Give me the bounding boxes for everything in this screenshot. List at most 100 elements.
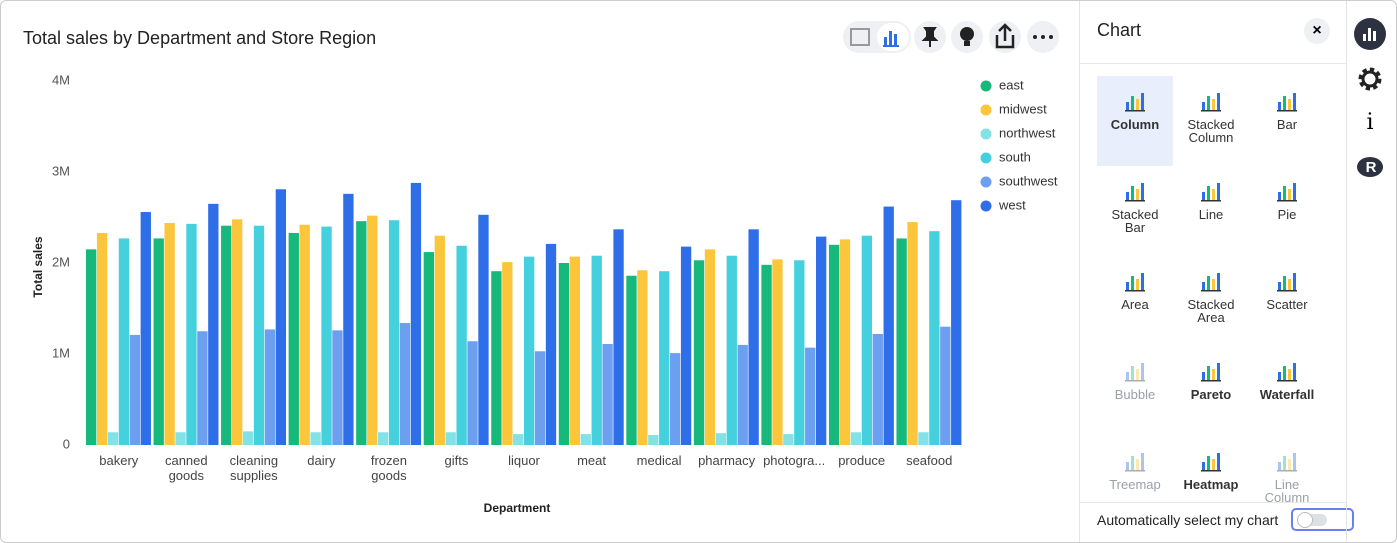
chart-type-option[interactable]: Pie bbox=[1249, 166, 1325, 256]
bar bbox=[242, 431, 254, 445]
y-tick-label: 2M bbox=[52, 254, 70, 269]
legend-label: east bbox=[999, 77, 1024, 92]
info-tab[interactable]: i bbox=[1366, 110, 1374, 135]
chart-type-option[interactable]: Line bbox=[1173, 166, 1249, 256]
icon-bar bbox=[1207, 96, 1210, 110]
chart-type-option[interactable]: Bubble bbox=[1097, 346, 1173, 436]
bar bbox=[513, 434, 524, 445]
bar bbox=[918, 432, 929, 445]
y-tick-label: 4M bbox=[52, 72, 70, 87]
chart-type-option[interactable]: Stacked Column bbox=[1173, 76, 1249, 166]
bar bbox=[456, 245, 467, 445]
x-tick-label: frozen goods bbox=[370, 453, 407, 483]
icon-bar bbox=[1212, 189, 1215, 200]
chart-type-label: Line Column bbox=[1264, 477, 1310, 502]
chart-type-icon bbox=[1277, 183, 1297, 202]
chart-type-icon bbox=[1201, 273, 1221, 292]
icon-bar bbox=[1141, 453, 1144, 470]
auto-select-label: Automatically select my chart bbox=[1097, 512, 1279, 528]
chart-type-icon bbox=[1125, 183, 1145, 202]
chart-type-icon bbox=[1277, 93, 1297, 112]
chart-type-label: Pie bbox=[1277, 207, 1297, 222]
chart-type-option[interactable]: Stacked Bar bbox=[1097, 166, 1173, 256]
icon-bar bbox=[1126, 282, 1129, 290]
bar bbox=[356, 221, 367, 445]
bar bbox=[670, 353, 681, 445]
icon-bar bbox=[1278, 192, 1281, 200]
legend-swatch bbox=[980, 152, 992, 164]
bar bbox=[602, 343, 613, 445]
bar bbox=[613, 229, 624, 445]
chart-type-icon bbox=[1125, 453, 1145, 472]
icon-bar bbox=[1293, 93, 1296, 110]
bar bbox=[253, 225, 265, 445]
icon-bar bbox=[1136, 99, 1139, 110]
icon-bar bbox=[1217, 453, 1220, 470]
x-tick-label: photogra... bbox=[763, 453, 826, 468]
icon-bar bbox=[1207, 186, 1210, 200]
bar bbox=[659, 271, 670, 445]
bar bbox=[872, 333, 883, 445]
icon-bar bbox=[1293, 453, 1296, 470]
icon-bar bbox=[1283, 456, 1286, 470]
legend-swatch bbox=[980, 128, 992, 140]
chart-type-option[interactable]: Treemap bbox=[1097, 436, 1173, 502]
icon-base bbox=[1201, 290, 1221, 292]
chart-type-option[interactable]: Line Column bbox=[1249, 436, 1325, 502]
bar bbox=[445, 432, 456, 445]
chart-type-option[interactable]: Pareto bbox=[1173, 346, 1249, 436]
legend-swatch bbox=[980, 200, 992, 212]
bar bbox=[118, 238, 130, 445]
bar bbox=[388, 220, 400, 445]
icon-bar bbox=[1126, 462, 1129, 470]
x-tick-label: canned goods bbox=[164, 453, 208, 483]
icon-bar bbox=[1212, 459, 1215, 470]
legend-swatch bbox=[980, 80, 992, 92]
bar bbox=[478, 214, 489, 445]
chart-type-option[interactable]: Area bbox=[1097, 256, 1173, 346]
icon-bar bbox=[1288, 99, 1291, 110]
icon-bar bbox=[1131, 456, 1134, 470]
bar bbox=[275, 189, 287, 445]
y-tick-label: 1M bbox=[52, 345, 70, 360]
bar bbox=[434, 235, 445, 445]
chart-type-option[interactable]: Stacked Area bbox=[1173, 256, 1249, 346]
bar bbox=[96, 232, 108, 445]
x-tick-label: medical bbox=[636, 453, 682, 468]
bar bbox=[580, 434, 591, 445]
icon-bar bbox=[1202, 192, 1205, 200]
bar bbox=[569, 256, 581, 445]
bar bbox=[591, 255, 602, 445]
icon-bar bbox=[1202, 102, 1205, 110]
settings-tab[interactable] bbox=[1354, 63, 1386, 95]
chart-type-option[interactable]: Heatmap bbox=[1173, 436, 1249, 502]
bar bbox=[423, 252, 435, 445]
icon-bar bbox=[1136, 279, 1139, 290]
r-tab[interactable]: R bbox=[1354, 151, 1386, 183]
icon-bar bbox=[1278, 102, 1281, 110]
chart-type-icon bbox=[1277, 363, 1297, 382]
chart-type-option[interactable]: Waterfall bbox=[1249, 346, 1325, 436]
chart-title: Total sales by Department and Store Regi… bbox=[23, 28, 376, 48]
icon-bar bbox=[1207, 276, 1210, 290]
bar bbox=[816, 236, 827, 445]
chart-type-label: Column bbox=[1110, 117, 1160, 132]
panel-title: Chart bbox=[1097, 20, 1142, 40]
chart-tab[interactable] bbox=[1354, 18, 1386, 50]
toggle-focus[interactable] bbox=[1291, 508, 1354, 531]
bar bbox=[399, 323, 411, 445]
bar bbox=[545, 243, 557, 445]
chart-type-option[interactable]: Bar bbox=[1249, 76, 1325, 166]
bar bbox=[299, 224, 310, 445]
chart-type-label: Area bbox=[1121, 297, 1149, 312]
chart-type-option[interactable]: Scatter bbox=[1249, 256, 1325, 346]
chart-type-option[interactable]: Column bbox=[1097, 76, 1173, 166]
close-button[interactable]: × bbox=[1304, 18, 1330, 44]
icon-base bbox=[1277, 110, 1297, 112]
bar bbox=[467, 341, 478, 445]
chart-type-label: Bubble bbox=[1114, 387, 1156, 402]
icon-bar bbox=[1136, 369, 1139, 380]
chart: Total sales by Department and Store Regi… bbox=[23, 21, 1059, 515]
legend-label: south bbox=[999, 149, 1031, 164]
icon-bar bbox=[1212, 99, 1215, 110]
